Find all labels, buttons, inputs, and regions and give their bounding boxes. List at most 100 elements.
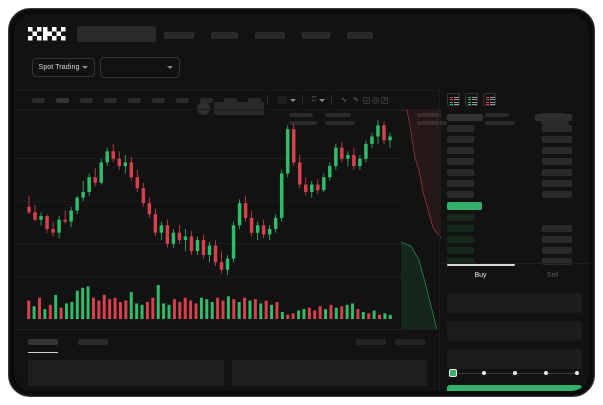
orderbook-ask-size[interactable] (542, 180, 572, 187)
orderbook-ask-row[interactable] (447, 136, 474, 143)
orderbook-bid-size[interactable] (542, 225, 572, 232)
orders-content-block-1 (231, 360, 427, 386)
stat-value (325, 121, 355, 125)
stat-value (541, 121, 569, 125)
orderbook-ask-row[interactable] (447, 125, 474, 132)
order-field-total[interactable] (447, 349, 582, 369)
orderbook-last-price (447, 202, 482, 210)
chart-toolbar: ░░ ⎕ ∿ ✎ (14, 90, 441, 110)
stat-label (289, 113, 313, 117)
pair-select[interactable] (100, 57, 180, 78)
orderbook-header-left (447, 114, 483, 121)
orders-tab-1[interactable] (78, 339, 108, 345)
chevron-down-icon[interactable] (289, 98, 296, 102)
orderbook-bid-size[interactable] (542, 258, 572, 265)
slider-stop-50[interactable] (513, 371, 517, 375)
stat-value (417, 121, 447, 125)
orderbook-ask-row[interactable] (447, 191, 474, 198)
nav-item-2[interactable] (255, 32, 285, 39)
orderbook-asks-icon[interactable] (483, 93, 496, 106)
orderbook-ask-size[interactable] (542, 158, 572, 165)
orders-tabs (28, 339, 108, 345)
timeframe-8[interactable] (224, 97, 237, 103)
orderbook-ask-size[interactable] (542, 136, 572, 143)
tab-buy[interactable]: Buy (474, 272, 487, 279)
orders-content (28, 360, 427, 386)
percent-slider[interactable] (449, 369, 581, 377)
timeframe-3[interactable] (104, 97, 117, 103)
timeframe-5[interactable] (152, 97, 165, 103)
buy-sell-tabs: Buy Sell (440, 264, 589, 290)
chevron-down-icon (167, 66, 173, 69)
nav-item-3[interactable] (302, 32, 330, 39)
stat-label (417, 113, 441, 117)
orderbook-ask-row[interactable] (447, 180, 474, 187)
app-screen: Spot Trading ░░ (14, 14, 589, 391)
timeframe-6[interactable] (176, 97, 189, 103)
pencil-icon[interactable]: ✎ (353, 97, 359, 104)
stat-value (289, 121, 317, 125)
orderbook-ask-row[interactable] (447, 169, 474, 176)
candle-series (27, 119, 392, 276)
brand-title-placeholder (77, 26, 156, 42)
timeframe-1[interactable] (56, 97, 69, 103)
orderbook-ask-size[interactable] (542, 147, 572, 154)
stat-label (325, 113, 351, 117)
place-buy-order-button[interactable] (447, 385, 582, 391)
depth-overlay (401, 110, 441, 329)
order-book[interactable] (440, 111, 589, 265)
price-chart[interactable] (14, 110, 441, 329)
top-navigation (164, 32, 373, 39)
orders-tab-0[interactable] (28, 339, 58, 345)
orderbook-bid-size[interactable] (542, 247, 572, 254)
timeframe-4[interactable] (128, 97, 141, 103)
nav-item-0[interactable] (164, 32, 194, 39)
orderbook-bids-icon[interactable] (465, 93, 478, 106)
timeframe-2[interactable] (80, 97, 93, 103)
drawing-line-icon[interactable]: ∿ (341, 97, 347, 104)
orderbook-ask-row[interactable] (447, 147, 474, 154)
orders-content-block-0 (28, 360, 224, 386)
order-field-amount[interactable] (447, 321, 582, 341)
slider-stop-100[interactable] (575, 371, 579, 375)
orderbook-bid-row[interactable] (447, 214, 474, 221)
timeframe-9[interactable] (248, 97, 261, 103)
tab-sell[interactable]: Sell (546, 272, 559, 279)
orderbook-bid-row[interactable] (447, 225, 474, 232)
timeframe-7[interactable] (200, 97, 213, 103)
fullscreen-icon[interactable] (380, 96, 389, 105)
orderbook-ask-size[interactable] (542, 191, 572, 198)
orderbook-header-right (535, 114, 572, 121)
orderbook-both-icon[interactable] (447, 93, 460, 106)
slider-stop-75[interactable] (544, 371, 548, 375)
indicators-icon[interactable]: ░░ (277, 96, 287, 104)
chart-type-icon[interactable]: ⎕ (311, 96, 317, 103)
nav-item-1[interactable] (211, 32, 238, 39)
okx-logo[interactable] (28, 27, 69, 41)
orderbook-ask-size[interactable] (542, 169, 572, 176)
chevron-down-icon (82, 66, 89, 69)
settings-icon[interactable] (371, 96, 380, 105)
active-tab-indicator (447, 264, 515, 266)
orders-action-1[interactable] (395, 339, 425, 345)
candlestick-svg (14, 119, 401, 278)
trading-mode-select[interactable]: Spot Trading (32, 58, 95, 77)
slider-handle[interactable] (449, 369, 457, 377)
slider-stop-25[interactable] (482, 371, 486, 375)
orderbook-ask-row[interactable] (447, 158, 474, 165)
ticker-bar: Spot Trading (14, 50, 589, 125)
orderbook-view-switch (447, 93, 496, 106)
order-field-price[interactable] (447, 293, 582, 313)
orderbook-bid-row[interactable] (447, 258, 474, 265)
orders-action-0[interactable] (356, 339, 386, 345)
device-frame: Spot Trading ░░ (8, 8, 595, 397)
nav-item-4[interactable] (347, 32, 373, 39)
orderbook-bid-row[interactable] (447, 247, 474, 254)
chevron-down-icon[interactable] (319, 98, 326, 102)
timeframe-0[interactable] (32, 97, 45, 103)
magnet-icon[interactable] (362, 96, 371, 105)
orderbook-bid-row[interactable] (447, 236, 474, 243)
orderbook-bid-size[interactable] (542, 236, 572, 243)
active-tab-underline (28, 352, 58, 353)
orderbook-ask-size[interactable] (542, 125, 572, 132)
